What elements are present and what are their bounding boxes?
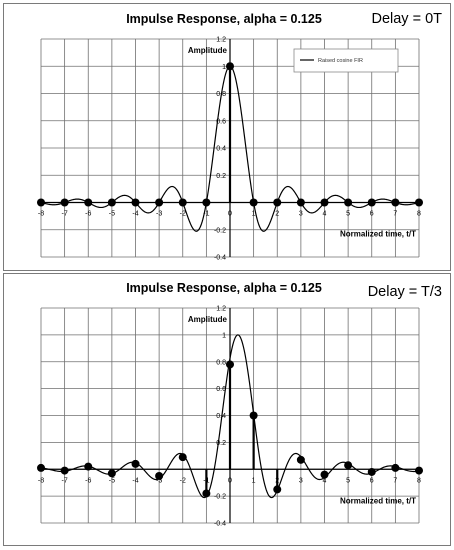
y-tick-label: 0.4: [216, 146, 226, 153]
y-tick-label: -0.4: [214, 255, 226, 262]
x-tick-label: -1: [203, 211, 209, 218]
sample-point: [296, 455, 305, 464]
sample-point: [344, 461, 353, 470]
sample-point: [84, 198, 93, 207]
x-tick-label: -4: [132, 211, 138, 218]
sample-point: [60, 198, 69, 207]
sample-point: [84, 462, 93, 471]
sample-point: [107, 198, 116, 207]
x-tick-label: -2: [180, 211, 186, 218]
x-tick-label: -2: [180, 477, 186, 484]
sample-point: [296, 198, 305, 207]
sample-point: [107, 469, 116, 478]
sample-point: [178, 453, 187, 462]
sample-point: [367, 467, 376, 476]
chart-title: Impulse Response, alpha = 0.125: [126, 12, 322, 26]
legend: Raised cosine FIR: [293, 48, 399, 73]
y-axis-label: Amplitude: [188, 315, 228, 324]
sample-point: [320, 470, 329, 479]
x-tick-label: -8: [38, 477, 44, 484]
x-tick-label: 1: [252, 211, 256, 218]
chart-canvas: -0.4-0.20.20.40.60.811.2-8-7-6-5-4-3-2-1…: [37, 306, 423, 528]
x-tick-label: 8: [417, 211, 421, 218]
chart-title: Impulse Response, alpha = 0.125: [126, 281, 322, 295]
y-tick-label: 1: [222, 332, 226, 339]
sample-point: [273, 198, 282, 207]
x-tick-label: 3: [299, 477, 303, 484]
x-axis-label: Normalized time, t/T: [340, 496, 416, 505]
chart-panel-delay-t3: Impulse Response, alpha = 0.125 Delay = …: [3, 273, 451, 546]
y-tick-label: -0.2: [214, 227, 226, 234]
y-tick-label: 0.2: [216, 440, 226, 447]
x-tick-label: 5: [346, 211, 350, 218]
x-tick-label: -3: [156, 211, 162, 218]
x-tick-label: 6: [370, 477, 374, 484]
x-tick-label: -6: [85, 211, 91, 218]
x-tick-label: 8: [417, 477, 421, 484]
legend-box: [293, 48, 399, 73]
chart-canvas: -0.4-0.20.20.40.60.811.2-8-7-6-5-4-3-2-1…: [37, 37, 423, 262]
sample-point: [37, 198, 45, 207]
y-tick-label: -0.2: [214, 494, 226, 501]
sample-point: [320, 198, 329, 207]
x-tick-label: 5: [346, 477, 350, 484]
sample-point: [155, 198, 164, 207]
x-tick-label: -5: [109, 211, 115, 218]
x-tick-label: 6: [370, 211, 374, 218]
sample-point: [249, 198, 258, 207]
x-tick-label: -3: [156, 477, 162, 484]
x-tick-label: 0: [228, 477, 232, 484]
y-tick-label: 1.2: [216, 306, 226, 313]
x-tick-label: -5: [109, 477, 115, 484]
sample-point: [415, 466, 423, 475]
x-tick-label: -7: [62, 477, 68, 484]
legend-label: Raised cosine FIR: [318, 58, 363, 64]
x-tick-label: -6: [85, 477, 91, 484]
y-tick-label: 0.2: [216, 173, 226, 180]
x-tick-label: 4: [323, 211, 327, 218]
sample-point: [391, 463, 400, 472]
sample-point: [37, 463, 45, 472]
sample-point: [391, 198, 400, 207]
sample-point: [344, 198, 353, 207]
y-tick-label: 0.6: [216, 118, 226, 125]
y-tick-label: 1: [222, 64, 226, 71]
sample-point: [178, 198, 187, 207]
sample-point: [273, 485, 282, 494]
x-tick-label: 0: [228, 211, 232, 218]
x-tick-label: 1: [252, 477, 256, 484]
x-tick-label: 4: [323, 477, 327, 484]
x-tick-label: 2: [275, 211, 279, 218]
x-tick-label: 7: [393, 211, 397, 218]
y-axis-label: Amplitude: [188, 46, 228, 55]
sample-point: [60, 466, 69, 475]
sample-point: [249, 411, 258, 420]
sample-point: [155, 471, 164, 480]
series-line: [40, 334, 420, 499]
chart-panel-delay-0: Impulse Response, alpha = 0.125 Delay = …: [3, 3, 451, 271]
sample-point: [202, 198, 211, 207]
y-tick-label: 0.4: [216, 413, 226, 420]
y-tick-label: 0.8: [216, 359, 226, 366]
sample-point: [131, 459, 140, 468]
delay-annotation: Delay = 0T: [371, 11, 442, 27]
y-tick-label: -0.4: [214, 521, 226, 528]
x-tick-label: 3: [299, 211, 303, 218]
delay-annotation: Delay = T/3: [367, 284, 442, 300]
sample-point: [202, 489, 211, 498]
sample-point: [226, 62, 234, 71]
sample-point: [226, 360, 234, 369]
sample-point: [415, 198, 423, 207]
x-tick-label: -4: [132, 477, 138, 484]
x-tick-label: -7: [62, 211, 68, 218]
x-tick-label: -8: [38, 211, 44, 218]
y-tick-label: 0.6: [216, 386, 226, 393]
sample-point: [367, 198, 376, 207]
x-axis-label: Normalized time, t/T: [340, 230, 416, 239]
sample-point: [131, 198, 140, 207]
x-tick-label: 7: [393, 477, 397, 484]
y-tick-label: 1.2: [216, 37, 226, 44]
